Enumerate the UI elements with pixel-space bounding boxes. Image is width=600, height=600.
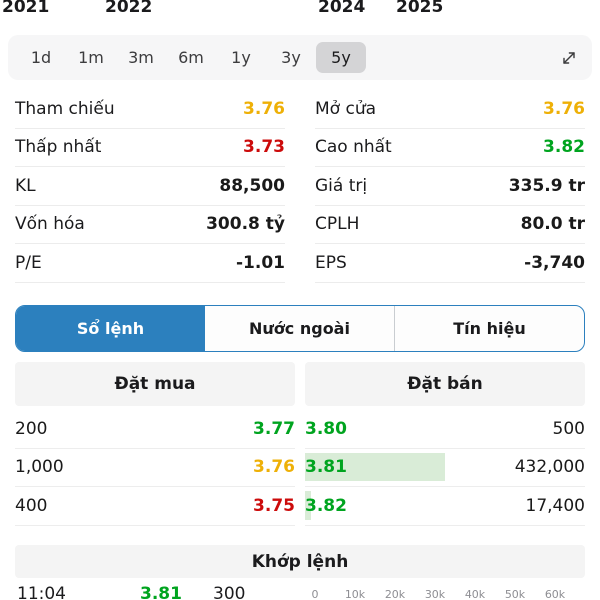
sell-column-header: Đặt bán	[305, 362, 585, 406]
stat-label: Giá trị	[315, 175, 368, 196]
volume-axis-tick: 30k	[424, 588, 446, 600]
trade-price: 3.81	[140, 584, 182, 600]
trade-volume: 300	[213, 584, 246, 600]
buy-volume: 1,000	[15, 457, 64, 478]
stat-value: 3.76	[243, 98, 285, 119]
expand-diagonal-arrow-icon	[563, 51, 575, 64]
buy-order-cell[interactable]: 200 3.77	[15, 410, 295, 449]
range-button-1d[interactable]: 1d	[30, 48, 52, 67]
tab-tin-hieu[interactable]: Tín hiệu	[394, 306, 584, 351]
axis-year-label: 2021	[2, 0, 50, 17]
range-button-3y[interactable]: 3y	[281, 48, 301, 67]
stat-label: Vốn hóa	[15, 214, 85, 235]
stat-label: KL	[15, 175, 36, 196]
expand-chart-button[interactable]	[554, 43, 584, 73]
trade-time: 11:04	[17, 584, 66, 600]
range-button-6m[interactable]: 6m	[178, 48, 204, 67]
order-book-headers: Đặt mua Đặt bán	[15, 362, 585, 406]
axis-year-label: 2025	[396, 0, 444, 17]
volume-axis-tick: 60k	[544, 588, 566, 600]
volume-axis-tick: 50k	[504, 588, 526, 600]
buy-volume: 200	[15, 418, 48, 439]
stat-value: 3.82	[543, 137, 585, 158]
stat-label: Thấp nhất	[15, 137, 102, 158]
sell-price: 3.80	[305, 418, 347, 439]
tab-nuoc-ngoai[interactable]: Nước ngoài	[249, 319, 350, 338]
stat-row-eps: EPS -3,740	[315, 244, 585, 283]
stat-label: Tham chiếu	[15, 98, 115, 119]
stat-value: 88,500	[219, 175, 285, 196]
stat-value: 3.73	[243, 137, 285, 158]
order-book-row: 200 3.77 3.80 500	[15, 410, 585, 449]
sell-price: 3.81	[305, 457, 347, 478]
stat-label: Mở cửa	[315, 98, 377, 119]
buy-order-cell[interactable]: 1,000 3.76	[15, 449, 295, 487]
stat-value: 300.8 tỷ	[206, 214, 285, 235]
buy-order-cell[interactable]: 400 3.75	[15, 487, 295, 526]
sell-order-cell[interactable]: 3.81 432,000	[305, 449, 585, 487]
sell-volume: 500	[552, 418, 585, 439]
stat-row-thap-nhat: Thấp nhất 3.73	[15, 129, 285, 167]
sell-volume-bar	[305, 452, 445, 481]
matched-orders-header: Khớp lệnh	[15, 545, 585, 578]
stat-value: -3,740	[524, 252, 585, 273]
tab-bar: Sổ lệnh Nước ngoài Tín hiệu	[15, 305, 585, 352]
buy-price: 3.77	[253, 418, 295, 439]
order-book: 200 3.77 3.80 500 1,000 3.76 3.81 432,00…	[15, 410, 585, 526]
matched-order-row: 11:04 3.81 300 0 10k 20k 30k 40k 50k 60k	[15, 584, 585, 600]
range-button-5y[interactable]: 5y	[316, 42, 366, 73]
sell-volume: 432,000	[514, 457, 585, 478]
axis-year-label: 2022	[105, 0, 153, 17]
sell-volume-bar	[305, 491, 311, 520]
buy-price: 3.75	[253, 495, 295, 516]
sell-price: 3.82	[305, 495, 347, 516]
stat-value: 3.76	[543, 98, 585, 119]
stat-value: -1.01	[236, 252, 285, 273]
order-book-row: 400 3.75 3.82 17,400	[15, 487, 585, 526]
stat-label: P/E	[15, 252, 42, 273]
stat-row-von-hoa: Vốn hóa 300.8 tỷ	[15, 206, 285, 244]
buy-price: 3.76	[253, 457, 295, 478]
order-book-row: 1,000 3.76 3.81 432,000	[15, 449, 585, 487]
range-button-3m[interactable]: 3m	[128, 48, 154, 67]
stat-row-gia-tri: Giá trị 335.9 tr	[315, 167, 585, 206]
stat-label: EPS	[315, 252, 347, 273]
axis-year-label: 2024	[318, 0, 366, 17]
buy-volume: 400	[15, 495, 48, 516]
time-range-selector: 1d 1m 3m 6m 1y 3y 5y	[8, 35, 592, 80]
volume-axis-tick: 10k	[344, 588, 366, 600]
stat-row-cao-nhat: Cao nhất 3.82	[315, 129, 585, 167]
sell-order-cell[interactable]: 3.82 17,400	[305, 487, 585, 526]
stat-row-tham-chieu: Tham chiếu 3.76	[15, 90, 285, 129]
stat-row-mo-cua: Mở cửa 3.76	[315, 90, 585, 129]
stat-label: CPLH	[315, 214, 360, 235]
buy-column-header: Đặt mua	[15, 362, 295, 406]
stat-row-pe: P/E -1.01	[15, 244, 285, 283]
range-button-1m[interactable]: 1m	[78, 48, 104, 67]
range-button-1y[interactable]: 1y	[231, 48, 251, 67]
stat-value: 335.9 tr	[508, 175, 585, 196]
volume-axis-tick: 20k	[384, 588, 406, 600]
stats-table: Tham chiếu 3.76 Thấp nhất 3.73 KL 88,500…	[15, 90, 585, 283]
volume-axis-tick: 40k	[464, 588, 486, 600]
sell-order-cell[interactable]: 3.80 500	[305, 410, 585, 449]
stat-value: 80.0 tr	[520, 214, 585, 235]
volume-axis-tick: 0	[311, 588, 319, 600]
stat-row-cplh: CPLH 80.0 tr	[315, 206, 585, 244]
stat-row-kl: KL 88,500	[15, 167, 285, 206]
stat-label: Cao nhất	[315, 137, 392, 158]
tab-so-lenh[interactable]: Sổ lệnh	[16, 306, 205, 351]
sell-volume: 17,400	[525, 495, 585, 516]
